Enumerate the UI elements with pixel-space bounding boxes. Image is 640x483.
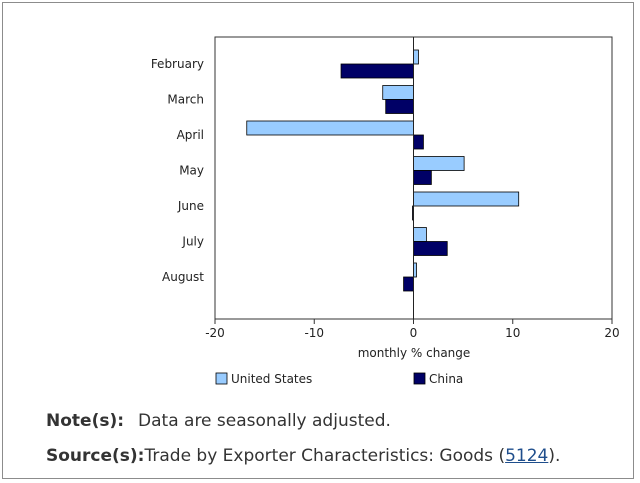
x-tick-label: 10 <box>505 326 520 340</box>
category-labels: February March April May June July August <box>151 57 204 284</box>
legend-swatch-united-states <box>215 372 228 385</box>
category-label-june: June <box>177 199 204 213</box>
source-suffix: ). <box>548 446 561 466</box>
x-axis-ticks: -20 -10 0 10 20 <box>205 319 620 340</box>
category-label-may: May <box>179 164 204 178</box>
x-tick-label: 0 <box>410 326 418 340</box>
legend-label-united-states: United States <box>231 372 312 386</box>
chart-frame <box>2 2 634 479</box>
source-text: Trade by Exporter Characteristics: Goods… <box>144 446 506 466</box>
x-tick-label: -10 <box>304 326 324 340</box>
bar-united-states-june <box>413 191 520 207</box>
bar-united-states-july <box>413 227 427 242</box>
bar-united-states-march <box>382 85 414 100</box>
bar-china-february <box>340 63 414 79</box>
bar-united-states-february <box>413 49 419 65</box>
note-text: Data are seasonally adjusted. <box>138 411 391 431</box>
bar-china-july <box>413 241 448 256</box>
legend-swatch-china <box>413 372 426 385</box>
category-label-july: July <box>181 235 204 249</box>
category-label-april: April <box>177 128 204 142</box>
bar-china-april <box>413 134 424 150</box>
note-line: Note(s): Data are seasonally adjusted. <box>46 404 560 439</box>
x-tick-label: -20 <box>205 326 225 340</box>
note-label: Note(s): <box>46 411 125 431</box>
bar-china-march <box>385 99 414 114</box>
x-tick-label: 20 <box>604 326 619 340</box>
legend: United States China <box>215 372 463 386</box>
bar-china-may <box>413 170 432 185</box>
category-label-march: March <box>167 93 204 107</box>
source-label: Source(s): <box>46 446 145 466</box>
bar-united-states-may <box>413 156 465 171</box>
bar-united-states-april <box>246 120 414 136</box>
category-label-february: February <box>151 57 204 71</box>
source-table-link[interactable]: 5124 <box>505 446 549 466</box>
legend-label-china: China <box>429 372 463 386</box>
category-label-august: August <box>162 270 204 284</box>
source-line: Source(s):Trade by Exporter Characterist… <box>46 439 560 474</box>
bar-china-august <box>403 276 414 292</box>
x-axis-title: monthly % change <box>358 346 471 360</box>
footnotes: Note(s): Data are seasonally adjusted. So… <box>46 404 560 474</box>
